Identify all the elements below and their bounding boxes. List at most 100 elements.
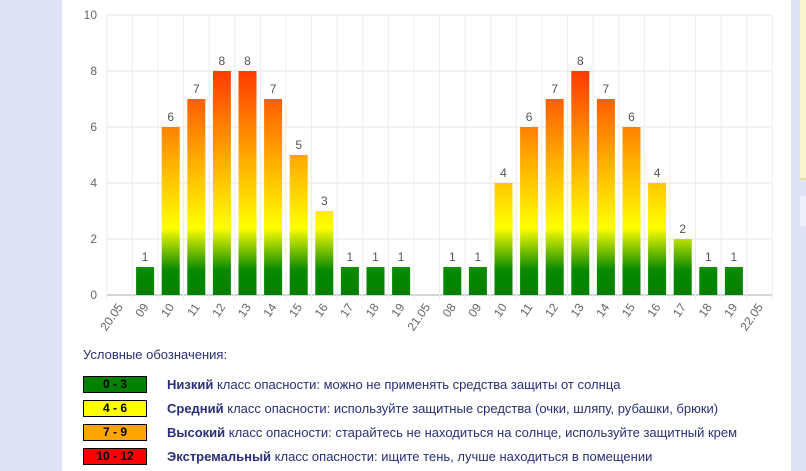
x-tick-label: 12 xyxy=(542,300,561,319)
x-tick-label: 10 xyxy=(491,300,510,319)
x-tick-label: 08 xyxy=(440,300,459,319)
legend-swatch: 0 - 3 xyxy=(83,375,147,393)
uv-bar xyxy=(392,267,411,295)
legend-description: класс опасности: можно не применять сред… xyxy=(213,376,621,392)
uv-bar xyxy=(161,127,180,295)
uv-bar xyxy=(340,267,359,295)
bar-value-label: 1 xyxy=(705,250,712,264)
uv-bar xyxy=(366,267,385,295)
y-tick-label: 0 xyxy=(90,288,97,302)
bar-value-label: 2 xyxy=(679,222,686,236)
x-tick-label: 14 xyxy=(260,300,279,319)
uv-bar xyxy=(315,211,334,295)
legend-item: 10 - 12 Экстремальный класс опасности: и… xyxy=(83,447,652,465)
uv-bar xyxy=(264,99,283,295)
uv-bar xyxy=(468,267,487,295)
legend-text: Низкий класс опасности: можно не применя… xyxy=(167,377,621,392)
bar-value-label: 7 xyxy=(551,82,558,96)
bar-value-label: 7 xyxy=(603,82,610,96)
x-tick-label: 12 xyxy=(209,300,228,319)
x-tick-label: 10 xyxy=(158,300,177,319)
x-tick-label: 16 xyxy=(312,300,331,319)
x-tick-label: 11 xyxy=(517,300,536,319)
x-tick-label: 21.05 xyxy=(404,300,433,333)
x-tick-label: 15 xyxy=(619,300,638,319)
x-tick-label: 18 xyxy=(696,300,715,319)
uv-bar xyxy=(596,99,615,295)
legend-swatch: 10 - 12 xyxy=(83,447,147,465)
bar-value-label: 1 xyxy=(347,250,354,264)
uv-bar xyxy=(212,71,231,295)
bar-value-label: 8 xyxy=(219,54,226,68)
uv-bar xyxy=(443,267,462,295)
legend-class-name: Средний xyxy=(167,400,224,416)
bar-value-label: 4 xyxy=(500,166,507,180)
y-tick-label: 6 xyxy=(90,120,97,134)
bar-value-label: 5 xyxy=(295,138,302,152)
y-tick-label: 8 xyxy=(90,64,97,78)
bar-value-label: 1 xyxy=(142,250,149,264)
legend-item: 0 - 3 Низкий класс опасности: можно не п… xyxy=(83,375,621,393)
sidebar-widget xyxy=(800,0,806,180)
legend-item: 7 - 9 Высокий класс опасности: старайтес… xyxy=(83,423,737,441)
uv-bar xyxy=(494,183,513,295)
bar-value-label: 1 xyxy=(449,250,456,264)
x-tick-label: 19 xyxy=(388,300,407,319)
x-tick-label: 13 xyxy=(568,300,587,319)
legend-text: Высокий класс опасности: старайтесь не н… xyxy=(167,425,737,440)
x-tick-label: 09 xyxy=(132,300,151,319)
y-tick-label: 4 xyxy=(90,176,97,190)
bar-value-label: 6 xyxy=(526,110,533,124)
legend-description: класс опасности: используйте защитные ср… xyxy=(223,400,719,416)
uv-bar xyxy=(648,183,667,295)
legend-item: 4 - 6 Средний класс опасности: используй… xyxy=(83,399,718,417)
x-tick-label: 13 xyxy=(235,300,254,319)
bar-value-label: 3 xyxy=(321,194,328,208)
x-tick-label: 22.05 xyxy=(737,300,766,333)
x-tick-label: 17 xyxy=(337,300,356,319)
legend-class-name: Низкий xyxy=(167,376,214,392)
bar-value-label: 4 xyxy=(654,166,661,180)
bar-value-label: 7 xyxy=(270,82,277,96)
uv-bar xyxy=(571,71,590,295)
y-tick-label: 2 xyxy=(90,232,97,246)
bar-value-label: 6 xyxy=(167,110,174,124)
uv-bar xyxy=(187,99,206,295)
sidebar-widget-2 xyxy=(800,196,806,226)
legend-title: Условные обозначения: xyxy=(83,347,228,362)
legend-swatch: 7 - 9 xyxy=(83,423,147,441)
bar-value-label: 6 xyxy=(628,110,635,124)
uv-bar xyxy=(289,155,308,295)
legend-text: Средний класс опасности: используйте защ… xyxy=(167,401,718,416)
legend-description: класс опасности: ищите тень, лучше наход… xyxy=(271,448,653,464)
uv-bar xyxy=(673,239,692,295)
uv-bar xyxy=(622,127,641,295)
legend-description: класс опасности: старайтесь не находитьс… xyxy=(225,424,738,440)
bar-value-label: 1 xyxy=(372,250,379,264)
x-tick-label: 16 xyxy=(644,300,663,319)
uv-bar xyxy=(520,127,539,295)
bar-value-label: 1 xyxy=(398,250,405,264)
legend-class-name: Высокий xyxy=(167,424,226,440)
legend-swatch: 4 - 6 xyxy=(83,399,147,417)
bar-value-label: 7 xyxy=(193,82,200,96)
x-tick-label: 17 xyxy=(670,300,689,319)
y-tick-label: 10 xyxy=(84,8,98,22)
x-tick-label: 14 xyxy=(593,300,612,319)
bar-value-label: 8 xyxy=(577,54,584,68)
bar-value-label: 8 xyxy=(244,54,251,68)
x-tick-label: 18 xyxy=(363,300,382,319)
x-tick-label: 11 xyxy=(184,300,203,319)
uv-bar xyxy=(545,99,564,295)
x-tick-label: 19 xyxy=(721,300,740,319)
x-tick-label: 09 xyxy=(465,300,484,319)
uv-bar xyxy=(699,267,718,295)
x-tick-label: 20.05 xyxy=(97,300,126,333)
x-tick-label: 15 xyxy=(286,300,305,319)
legend-class-name: Экстремальный xyxy=(167,448,272,464)
uv-bar xyxy=(238,71,257,295)
bar-value-label: 1 xyxy=(731,250,738,264)
uv-bar xyxy=(724,267,743,295)
uv-bar xyxy=(136,267,155,295)
